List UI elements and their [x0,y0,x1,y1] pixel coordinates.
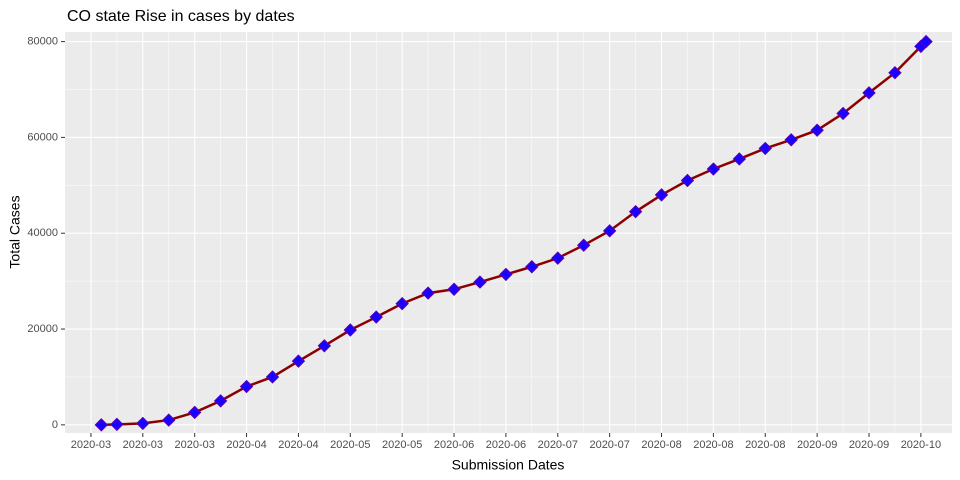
data-point [654,188,669,202]
x-tick-label: 2020-09 [849,439,889,451]
data-point [239,379,254,394]
data-point [265,370,280,384]
data-point [888,66,902,80]
x-tick-label: 2020-03 [71,439,111,451]
data-point [810,123,824,137]
marks [94,34,933,432]
data-point [551,251,565,265]
x-tick-label: 2020-07 [589,439,629,451]
chart-title: CO state Rise in cases by dates [67,8,295,25]
data-point [836,106,850,121]
y-tick-label: 0 [52,419,58,431]
y-axis-title: Total Cases [7,195,23,268]
data-point [213,394,228,408]
x-tick-label: 2020-06 [434,439,474,451]
data-point [343,323,357,337]
data-point [577,238,591,252]
x-tick-label: 2020-06 [486,439,526,451]
grid [65,32,952,433]
data-point [680,173,695,188]
x-tick-label: 2020-08 [641,439,681,451]
data-point [421,286,435,300]
data-point [862,86,876,100]
series-line [101,40,927,427]
data-point [525,260,539,274]
data-point [628,204,643,219]
data-point [110,417,124,432]
data-point [447,282,461,296]
data-point [162,413,176,427]
x-tick-label: 2020-08 [745,439,785,451]
data-point [187,405,202,420]
data-point [473,275,487,289]
data-point [291,354,306,368]
data-point [919,34,933,49]
data-point [369,310,383,324]
x-tick-label: 2020-05 [382,439,422,451]
x-tick-label: 2020-03 [174,439,214,451]
x-tick-label: 2020-08 [693,439,733,451]
x-tick-label: 2020-04 [278,439,318,451]
data-point [136,416,150,431]
x-tick-label: 2020-03 [123,439,163,451]
x-tick-label: 2020-09 [797,439,837,451]
y-tick-label: 80000 [27,35,58,47]
x-axis-title: Submission Dates [452,457,565,473]
data-point [758,141,772,156]
data-point [784,133,798,147]
x-tick-label: 2020-07 [538,439,578,451]
data-point [94,418,109,432]
y-tick-label: 20000 [27,323,58,335]
data-point [317,339,332,353]
data-point [499,267,513,282]
x-tick-label: 2020-10 [901,439,941,451]
y-tick-label: 40000 [27,227,58,239]
panel [65,32,952,433]
data-point [395,296,409,311]
data-point [732,152,747,166]
data-point [602,224,617,238]
x-tick-label: 2020-05 [330,439,370,451]
data-point [706,162,721,176]
y-tick-label: 60000 [27,131,58,143]
x-tick-label: 2020-04 [226,439,266,451]
